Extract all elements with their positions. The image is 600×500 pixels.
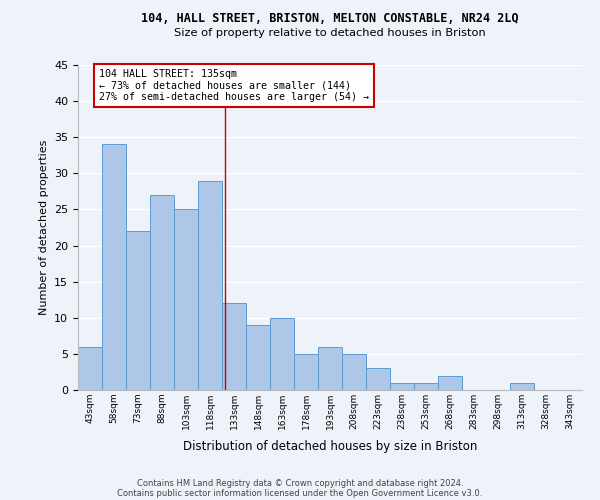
- Bar: [270, 318, 294, 390]
- Text: 104 HALL STREET: 135sqm
← 73% of detached houses are smaller (144)
27% of semi-d: 104 HALL STREET: 135sqm ← 73% of detache…: [99, 68, 369, 102]
- X-axis label: Distribution of detached houses by size in Briston: Distribution of detached houses by size …: [183, 440, 477, 454]
- Text: Size of property relative to detached houses in Briston: Size of property relative to detached ho…: [174, 28, 486, 38]
- Text: Contains public sector information licensed under the Open Government Licence v3: Contains public sector information licen…: [118, 488, 482, 498]
- Bar: [246, 325, 270, 390]
- Bar: [78, 346, 102, 390]
- Bar: [318, 346, 342, 390]
- Bar: [174, 210, 198, 390]
- Bar: [342, 354, 366, 390]
- Bar: [414, 383, 438, 390]
- Bar: [438, 376, 462, 390]
- Bar: [510, 383, 534, 390]
- Bar: [366, 368, 390, 390]
- Bar: [126, 231, 150, 390]
- Bar: [150, 195, 174, 390]
- Text: Contains HM Land Registry data © Crown copyright and database right 2024.: Contains HM Land Registry data © Crown c…: [137, 478, 463, 488]
- Bar: [390, 383, 414, 390]
- Text: 104, HALL STREET, BRISTON, MELTON CONSTABLE, NR24 2LQ: 104, HALL STREET, BRISTON, MELTON CONSTA…: [141, 12, 519, 26]
- Bar: [198, 180, 222, 390]
- Y-axis label: Number of detached properties: Number of detached properties: [38, 140, 49, 315]
- Bar: [294, 354, 318, 390]
- Bar: [102, 144, 126, 390]
- Bar: [222, 304, 246, 390]
